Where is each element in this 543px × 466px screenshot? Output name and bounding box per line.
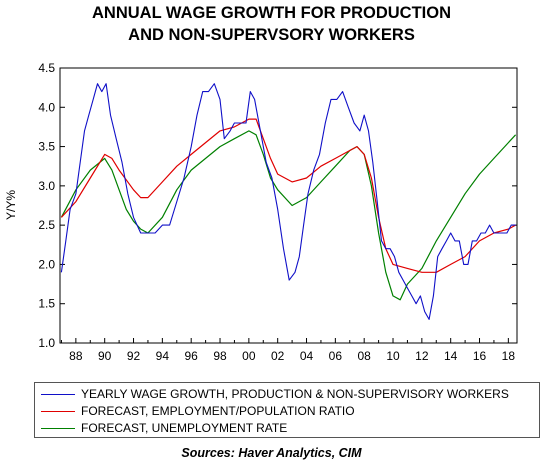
- y-tick-label: 1.0: [38, 336, 55, 350]
- legend-label-employment-ratio: FORECAST, EMPLOYMENT/POPULATION RATIO: [81, 404, 355, 418]
- x-tick-label: 88: [69, 349, 83, 363]
- legend-swatch-unemployment-rate: [41, 427, 75, 429]
- x-tick-label: 92: [127, 349, 141, 363]
- axes: 1.0 1.5 2.0 2.5 3.0 3.5 4.0 4.5 88 90 92 94 96 98 00 02…: [38, 61, 517, 363]
- chart-title: ANNUAL WAGE GROWTH FOR PRODUCTION AND NO…: [0, 2, 543, 46]
- x-tick-label: 18: [502, 349, 516, 363]
- y-tick-label: 2.0: [38, 257, 55, 271]
- y-axis-label: Y/Y%: [4, 190, 18, 220]
- y-tick-label: 3.0: [38, 179, 55, 193]
- y-tick-label: 1.5: [38, 297, 55, 311]
- source-note: Sources: Haver Analytics, CIM: [181, 446, 362, 460]
- series-line-wage-growth: [60, 83, 516, 320]
- y-tick-label: 4.0: [38, 100, 55, 114]
- chart-title-line-2: AND NON-SUPERVSORY WORKERS: [128, 26, 415, 44]
- y-tick-label: 2.5: [38, 218, 55, 232]
- x-tick-label: 00: [242, 349, 256, 363]
- x-tick-label: 94: [156, 349, 170, 363]
- legend-swatch-employment-ratio: [41, 410, 75, 412]
- series-line-employment-ratio: [60, 118, 516, 273]
- y-tick-label: 4.5: [38, 61, 55, 75]
- x-tick-label: 90: [98, 349, 112, 363]
- legend-label-unemployment-rate: FORECAST, UNEMPLOYMENT RATE: [81, 421, 288, 435]
- x-tick-label: 02: [271, 349, 285, 363]
- x-tick-label: 14: [444, 349, 458, 363]
- legend: YEARLY WAGE GROWTH, PRODUCTION & NON-SUP…: [34, 382, 540, 438]
- x-tick-label: 08: [358, 349, 372, 363]
- series-line-unemployment-rate: [60, 130, 517, 301]
- legend-label-wage-growth: YEARLY WAGE GROWTH, PRODUCTION & NON-SUP…: [81, 387, 509, 401]
- chart-title-line-1: ANNUAL WAGE GROWTH FOR PRODUCTION: [91, 4, 451, 22]
- x-tick-label: 06: [329, 349, 343, 363]
- plot-area: [59, 67, 518, 344]
- x-tick-label: 96: [185, 349, 199, 363]
- x-tick-label: 98: [213, 349, 227, 363]
- legend-item-employment-ratio: FORECAST, EMPLOYMENT/POPULATION RATIO: [41, 403, 355, 419]
- legend-swatch-wage-growth: [41, 393, 75, 395]
- legend-item-unemployment-rate: FORECAST, UNEMPLOYMENT RATE: [41, 420, 287, 436]
- x-tick-label: 04: [300, 349, 314, 363]
- x-tick-label: 16: [473, 349, 487, 363]
- series-layer: [60, 83, 517, 320]
- y-tick-label: 3.5: [38, 140, 55, 154]
- x-tick-label: 12: [415, 349, 429, 363]
- x-tick-label: 10: [386, 349, 400, 363]
- legend-item-wage-growth: YEARLY WAGE GROWTH, PRODUCTION & NON-SUP…: [41, 386, 509, 402]
